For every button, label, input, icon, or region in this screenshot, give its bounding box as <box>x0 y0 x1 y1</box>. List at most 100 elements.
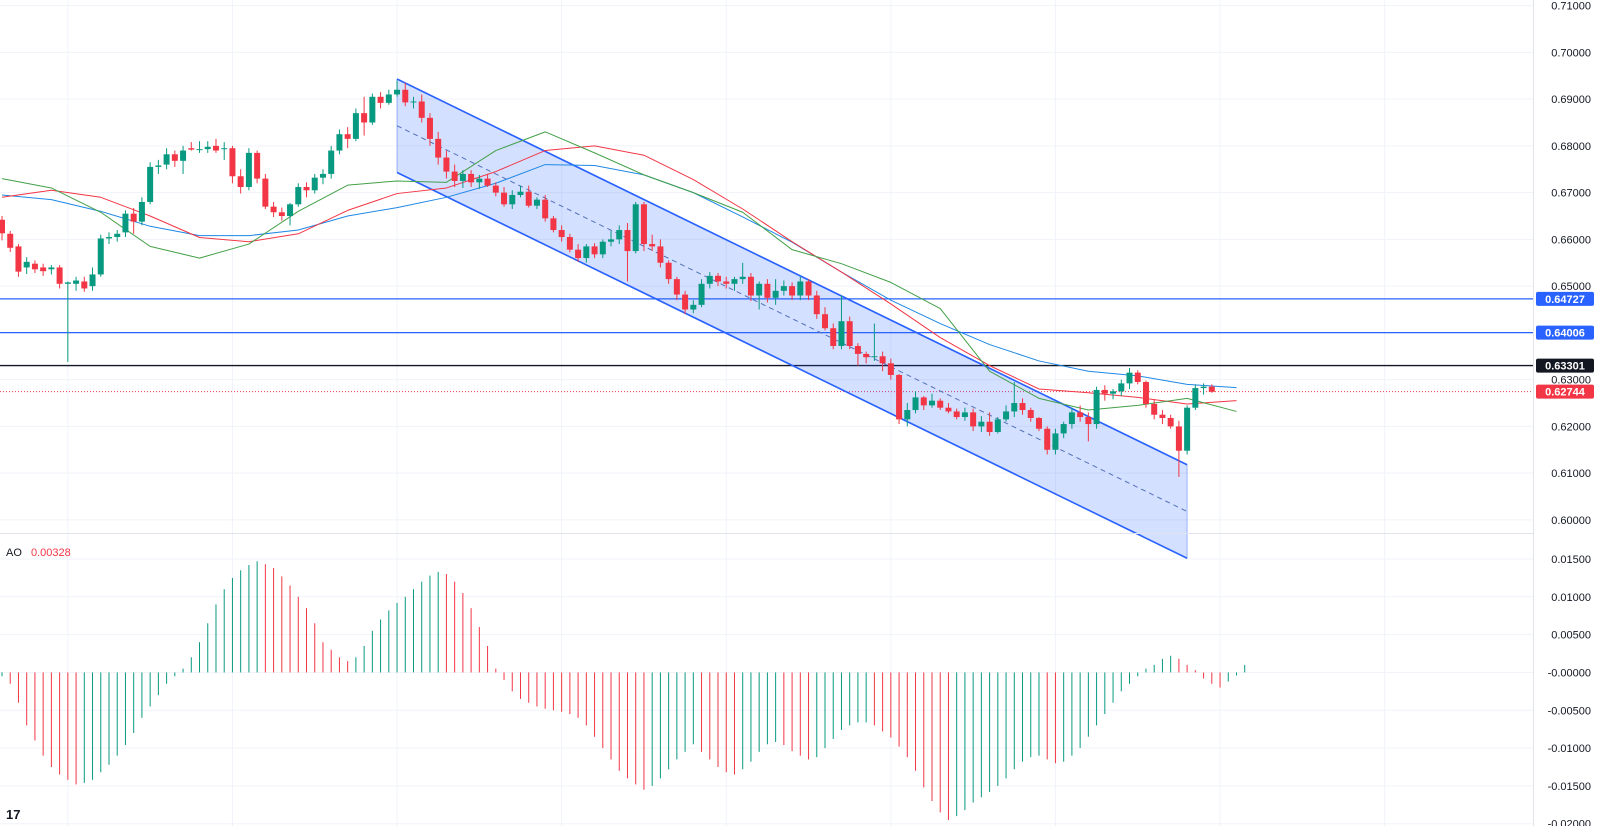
moving-average-line <box>1 145 1237 405</box>
candle-body <box>31 263 38 270</box>
candle-body <box>682 294 689 310</box>
horizontal-levels <box>0 298 1533 393</box>
tradingview-logo-icon: 17 <box>6 807 21 822</box>
candle-body <box>328 150 335 174</box>
ao-axis-tick: -0.02000 <box>1548 819 1591 826</box>
candle-body <box>262 178 269 207</box>
candle-body <box>147 166 154 202</box>
channel-upper-line <box>396 78 1188 466</box>
ao-axis-tick: -0.01500 <box>1548 781 1591 793</box>
candle-body <box>961 412 968 418</box>
price-tag-label: 0.64006 <box>1545 328 1585 340</box>
candle-body <box>533 199 540 206</box>
candle-body <box>344 134 351 139</box>
candle-body <box>970 412 977 427</box>
price-tag-background <box>1536 358 1594 373</box>
candle-body <box>599 241 606 255</box>
price-axis-tick: 0.63000 <box>1551 375 1591 387</box>
candle-body <box>690 304 697 310</box>
candle-body <box>624 230 631 252</box>
price-axis-tick: 0.68000 <box>1551 141 1591 153</box>
candle-body <box>410 101 417 103</box>
candle-body <box>723 281 730 284</box>
candle-body <box>237 176 244 188</box>
candle-body <box>377 96 384 103</box>
candle-body <box>155 165 162 167</box>
candle-body <box>278 212 285 217</box>
candle-body <box>739 276 746 280</box>
price-tag-background <box>1536 325 1594 340</box>
candle-body <box>443 157 450 172</box>
candle-body <box>789 286 796 296</box>
candle-body <box>986 421 993 433</box>
candle-body <box>394 89 401 95</box>
candle-body <box>715 275 722 282</box>
candle-body <box>780 286 787 291</box>
candle-body <box>1052 433 1059 450</box>
price-axis-tick: 0.65000 <box>1551 281 1591 293</box>
candle-body <box>1110 391 1117 394</box>
candle-body <box>0 219 5 234</box>
candle-body <box>945 407 952 412</box>
price-axis-tick: 0.61000 <box>1551 468 1591 480</box>
price-axis-tick: 0.66000 <box>1551 234 1591 246</box>
candle-body <box>369 96 376 123</box>
candle-body <box>1159 414 1166 418</box>
candle-body <box>953 411 960 418</box>
candle-body <box>830 328 837 346</box>
candle-body <box>896 374 903 420</box>
candle-body <box>665 262 672 280</box>
candle-body <box>797 281 804 296</box>
candle-body <box>1019 403 1026 411</box>
candlesticks <box>0 80 1215 477</box>
candle-body <box>254 152 261 179</box>
price-axis-tick: 0.70000 <box>1551 47 1591 59</box>
candle-body <box>1101 389 1108 394</box>
candle-body <box>822 314 828 329</box>
candle-body <box>1003 411 1010 420</box>
candle-body <box>517 191 524 195</box>
candle-body <box>180 150 187 161</box>
channel-fill <box>397 79 1188 559</box>
price-tag-background <box>1536 384 1594 399</box>
candle-body <box>319 173 326 178</box>
candle-body <box>525 191 532 206</box>
candle-body <box>484 178 491 186</box>
candle-body <box>89 274 96 287</box>
price-tags: 0.64727 0.64006 0.63301 0.62744 <box>1536 291 1594 399</box>
price-axis: 0.71000 0.70000 0.69000 0.68000 0.67000 0.660… <box>1551 1 1591 527</box>
candle-body <box>846 321 853 346</box>
candle-body <box>1167 417 1174 427</box>
candle-body <box>303 187 310 191</box>
price-tag-background <box>1536 291 1594 306</box>
candle-body <box>295 187 302 205</box>
candle-body <box>879 356 886 364</box>
price-tag-label: 0.64727 <box>1545 294 1585 306</box>
ao-histogram <box>1 561 1246 820</box>
candle-body <box>632 204 639 252</box>
candle-body <box>336 134 343 151</box>
candle-body <box>130 213 137 222</box>
candle-body <box>40 267 47 272</box>
candle-body <box>97 238 104 275</box>
candle-body <box>566 237 573 250</box>
regression-channel <box>396 78 1188 559</box>
candle-body <box>978 421 985 427</box>
candle-body <box>912 397 919 411</box>
price-pane <box>0 78 1533 559</box>
candle-body <box>871 356 878 358</box>
candle-body <box>114 233 121 238</box>
candle-body <box>361 113 368 123</box>
candle-body <box>698 283 705 305</box>
candle-body <box>1093 389 1100 425</box>
moving-average-line <box>1 131 1237 412</box>
candle-body <box>138 201 145 222</box>
candle-body <box>418 101 425 118</box>
candle-body <box>221 148 228 150</box>
candle-body <box>229 148 236 177</box>
price-axis-tick: 0.67000 <box>1551 188 1591 200</box>
price-axis-tick: 0.69000 <box>1551 94 1591 106</box>
candle-body <box>1077 412 1084 418</box>
ao-label: AO <box>6 547 22 559</box>
candle-body <box>311 177 318 191</box>
